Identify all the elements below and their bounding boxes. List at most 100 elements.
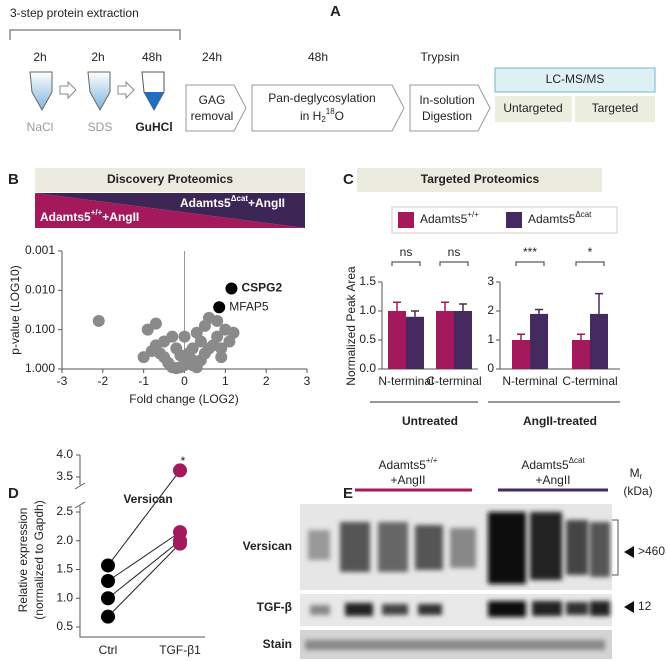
chart-header: Targeted Proteomics — [421, 172, 540, 186]
y-tick-label: 4.0 — [56, 447, 73, 461]
x-tick-label: N-terminal — [502, 374, 557, 388]
group-label: Untreated — [402, 414, 458, 428]
marker — [624, 546, 634, 558]
step-text: removal — [191, 109, 234, 123]
x-tick-label: -3 — [57, 374, 68, 388]
y-tick-label: 3 — [487, 274, 494, 288]
sig-bracket — [575, 261, 605, 266]
size-label: 12 — [638, 599, 652, 613]
pair-line — [107, 543, 181, 618]
text: M — [630, 466, 640, 480]
y-tick-label: 2.0 — [56, 533, 73, 547]
chart-header: Discovery Proteomics — [107, 172, 233, 186]
point — [194, 335, 207, 348]
highlight-point — [213, 301, 226, 314]
y-tick-label: 0 — [487, 361, 494, 375]
y-axis-label: p-value (LOG10) — [8, 265, 22, 354]
subscript: 2 — [321, 115, 326, 124]
tube-label: NaCl — [27, 120, 54, 134]
bar — [530, 313, 548, 369]
banner — [35, 168, 305, 192]
point — [101, 558, 115, 573]
text: Adamts5 — [379, 458, 427, 472]
mr-label: Mr — [630, 466, 643, 481]
sig-bracket — [439, 261, 469, 266]
arrow — [117, 80, 135, 100]
tube-label: SDS — [88, 120, 113, 134]
point — [158, 351, 171, 364]
superscript: Δcat — [569, 456, 586, 465]
group-label: +AngII — [535, 473, 570, 487]
annotation: * — [588, 245, 593, 259]
mr-unit: (kDa) — [623, 484, 652, 498]
panel-label: E — [343, 485, 353, 502]
y-tick-label: 0.5 — [359, 332, 376, 346]
y-tick-label: 1.5 — [56, 562, 73, 576]
step-text: in H218O — [300, 107, 344, 124]
y-axis-label: (normalized to Gapdh) — [32, 500, 46, 619]
error-bar — [535, 308, 543, 314]
x-tick-label: 0 — [181, 374, 188, 388]
point — [186, 342, 199, 355]
sig-bracket — [515, 261, 545, 266]
step-arrow — [251, 84, 405, 132]
bracket — [9, 29, 181, 40]
x-tick-label: -1 — [138, 374, 149, 388]
error-bar — [411, 310, 419, 317]
point — [215, 351, 228, 364]
highlight-point — [225, 282, 238, 295]
ms-mode-box — [495, 96, 572, 122]
banner — [357, 168, 602, 192]
legend-label: Adamts5Δcat — [528, 210, 592, 226]
annotation: * — [181, 454, 186, 468]
group-label: Adamts5Δcat+AngII — [180, 194, 285, 210]
panel-label: D — [8, 485, 19, 502]
y-tick-label: 0.0 — [359, 361, 376, 375]
x-axis-label: Fold change (LOG2) — [129, 392, 238, 406]
row-label: TGF-β — [257, 600, 292, 614]
tubes: 2h 2h 48h NaCl SDS GuHCl — [27, 50, 173, 134]
annotation: *** — [523, 245, 537, 259]
legend-swatch — [506, 212, 522, 228]
bar — [406, 316, 424, 369]
blot: Adamts5+/+ +AngII Adamts5Δcat +AngII Mr … — [243, 456, 665, 659]
time: Trypsin — [421, 50, 460, 64]
superscript: +/+ — [426, 456, 438, 465]
point-label: CSPG2 — [241, 281, 282, 295]
tube — [87, 71, 111, 112]
group-label: Adamts5+/+ — [379, 456, 438, 472]
group-bar — [35, 193, 305, 228]
x-tick-label: Ctrl — [99, 643, 118, 657]
x-tick-label: 3 — [304, 374, 311, 388]
point — [166, 330, 179, 343]
bar — [512, 340, 530, 369]
y-tick-label: 1 — [487, 332, 494, 346]
tube-label: GuHCl — [135, 120, 172, 134]
y-tick-label: 1.5 — [359, 274, 376, 288]
error-bar — [393, 301, 401, 311]
x-tick-label: C-terminal — [562, 374, 617, 388]
superscript: +/+ — [91, 208, 103, 217]
point — [101, 591, 115, 606]
bracket — [612, 519, 619, 576]
superscript: +/+ — [467, 210, 479, 219]
y-tick-label: 0.100 — [25, 322, 55, 336]
ms-mode: Untargeted — [503, 101, 562, 115]
bar — [572, 340, 590, 369]
bar — [436, 311, 454, 369]
panel-label: B — [8, 171, 19, 188]
text: Adamts5 — [180, 196, 231, 210]
ms-mode-box — [575, 96, 655, 122]
x-tick-label: C-terminal — [426, 374, 481, 388]
time: 24h — [202, 50, 222, 64]
point — [203, 342, 215, 355]
bar — [454, 311, 472, 369]
step-arrow — [185, 84, 247, 132]
y-tick-label: 0.5 — [56, 619, 73, 633]
y-axis-label: Relative expression — [16, 508, 30, 613]
chart-title: Versican — [123, 492, 172, 506]
y-tick-label: 2 — [487, 303, 494, 317]
annotation: ns — [400, 245, 413, 259]
group-label: AngII-treated — [523, 414, 597, 428]
step-text: Digestion — [422, 109, 472, 123]
